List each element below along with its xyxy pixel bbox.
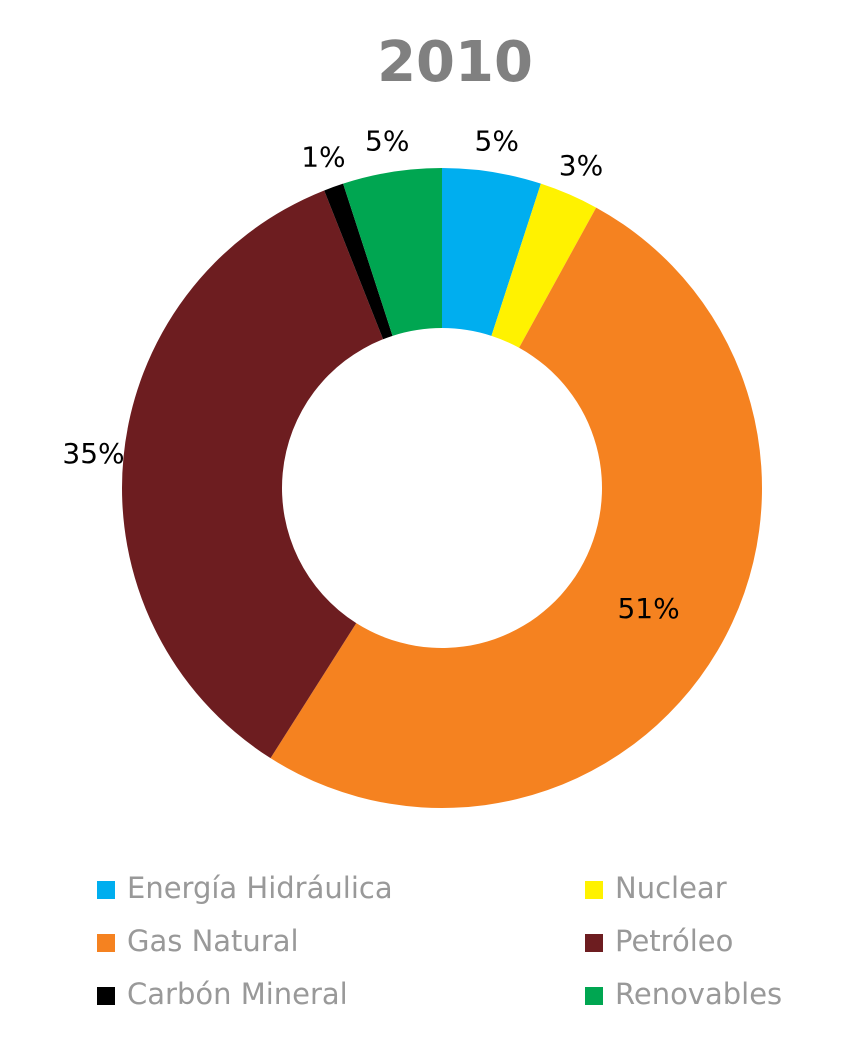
- data-label: 5%: [475, 124, 519, 157]
- legend-swatch: [585, 881, 603, 899]
- data-label: 35%: [62, 437, 124, 470]
- donut-slice: [491, 183, 597, 348]
- legend-swatch: [97, 987, 115, 1005]
- legend-label: Petróleo: [615, 924, 733, 958]
- chart-title: 2010: [377, 30, 533, 95]
- legend-swatch: [585, 987, 603, 1005]
- legend-label: Nuclear: [615, 871, 727, 905]
- data-label: 5%: [365, 124, 409, 157]
- donut-slice: [270, 207, 762, 808]
- donut-slice: [324, 183, 393, 340]
- data-label: 3%: [559, 149, 603, 182]
- donut-slice: [122, 190, 384, 759]
- legend-label: Renovables: [615, 977, 782, 1011]
- legend-swatch: [97, 934, 115, 952]
- legend-swatch: [585, 934, 603, 952]
- legend-label: Gas Natural: [127, 924, 299, 958]
- legend-label: Carbón Mineral: [127, 977, 348, 1011]
- data-label: 1%: [301, 141, 345, 174]
- legend-swatch: [97, 881, 115, 899]
- donut-slice: [442, 168, 541, 336]
- data-label: 51%: [617, 592, 679, 625]
- legend-label: Energía Hidráulica: [127, 871, 393, 905]
- donut-slice: [343, 168, 442, 336]
